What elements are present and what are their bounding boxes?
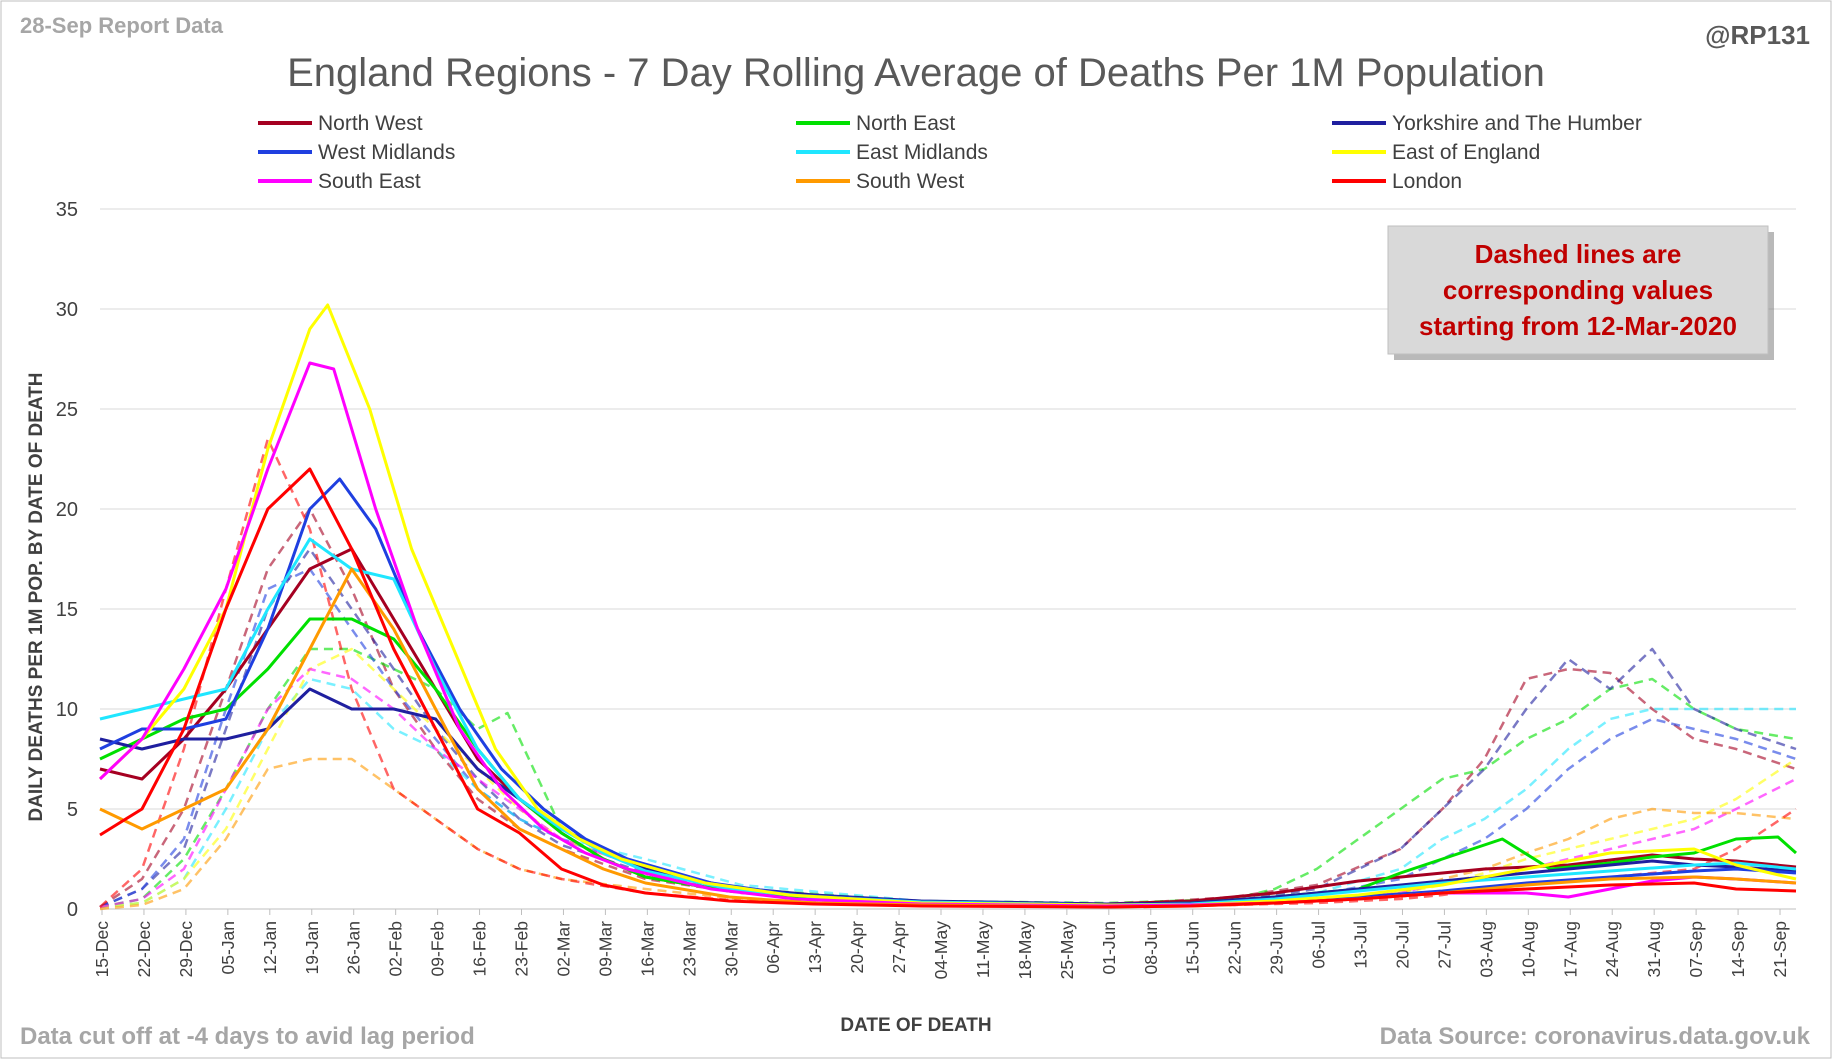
x-axis-label: DATE OF DEATH xyxy=(840,1015,991,1036)
y-tick-label: 10 xyxy=(56,699,78,721)
y-tick-label: 25 xyxy=(56,399,78,421)
x-tick-label: 12-Jan xyxy=(260,921,280,975)
x-tick-label: 27-Jul xyxy=(1434,921,1454,969)
y-axis-label: DAILY DEATHS PER 1M POP. BY DATE OF DEAT… xyxy=(26,372,47,821)
x-tick-label: 19-Jan xyxy=(302,921,322,975)
legend-label: West Midlands xyxy=(318,141,455,164)
x-tick-label: 09-Feb xyxy=(428,921,448,976)
series-line-dashed-east-midlands xyxy=(99,677,1796,909)
x-tick-label: 07-Sep xyxy=(1686,921,1706,977)
x-tick-label: 16-Feb xyxy=(470,921,490,976)
x-tick-label: 13-Apr xyxy=(805,921,825,974)
note-line-3: starting from 12-Mar-2020 xyxy=(1419,311,1737,341)
series-line-london xyxy=(99,467,1797,909)
legend-label: North West xyxy=(318,112,423,135)
x-tick-label: 09-Mar xyxy=(595,921,615,977)
y-axis-ticks: 0 5 10 15 20 25 30 35 xyxy=(56,199,78,921)
x-tick-label: 15-Jun xyxy=(1183,921,1203,975)
x-tick-label: 26-Jan xyxy=(344,921,364,975)
note-box: Dashed lines are corresponding values st… xyxy=(1387,225,1774,360)
legend-item-london: London xyxy=(1332,170,1462,193)
x-tick-label: 29-Dec xyxy=(176,921,196,978)
x-tick-label: 27-Apr xyxy=(889,921,909,974)
note-box-background xyxy=(1387,225,1769,355)
chart-title: England Regions - 7 Day Rolling Average … xyxy=(287,51,1545,95)
x-tick-label: 20-Apr xyxy=(847,921,867,974)
x-tick-label: 02-Mar xyxy=(553,921,573,977)
note-line-2: corresponding values xyxy=(1443,275,1713,305)
x-tick-label: 01-Jun xyxy=(1099,921,1119,975)
x-tick-label: 16-Mar xyxy=(637,921,657,977)
x-tick-label: 08-Jun xyxy=(1141,921,1161,975)
legend-label: South East xyxy=(318,170,421,193)
series-line-dashed-south-west xyxy=(99,757,1797,911)
legend-label: London xyxy=(1392,170,1462,193)
x-tick-label: 23-Mar xyxy=(679,921,699,977)
series-line-dashed-north-east xyxy=(99,647,1797,909)
x-tick-label: 06-Jul xyxy=(1309,921,1329,969)
solid-series-group xyxy=(98,303,1797,909)
x-tick-label: 13-Jul xyxy=(1351,921,1371,969)
legend-label: South West xyxy=(856,170,964,193)
y-tick-label: 20 xyxy=(56,499,78,521)
series-line-west-midlands xyxy=(99,477,1797,907)
footer-cutoff-note: Data cut off at -4 days to avid lag peri… xyxy=(20,1023,475,1050)
report-label: 28-Sep Report Data xyxy=(20,13,224,38)
y-tick-label: 5 xyxy=(67,799,78,821)
legend-item-west-midlands: West Midlands xyxy=(258,141,455,164)
x-axis-ticks: 15-Dec 22-Dec 29-Dec 05-Jan 12-Jan 19-Jan 26-J… xyxy=(92,909,1790,979)
x-tick-label: 02-Feb xyxy=(386,921,406,976)
x-tick-label: 05-Jan xyxy=(218,921,238,975)
legend-label: North East xyxy=(856,112,955,135)
legend-item-north-west: North West xyxy=(258,112,423,135)
x-tick-label: 11-May xyxy=(973,921,993,978)
footer-data-source: Data Source: coronavirus.data.gov.uk xyxy=(1380,1023,1811,1050)
x-tick-label: 04-May xyxy=(931,921,951,980)
y-tick-label: 0 xyxy=(67,899,78,921)
x-tick-label: 31-Aug xyxy=(1644,921,1664,977)
legend-label: East Midlands xyxy=(856,141,988,164)
y-tick-label: 15 xyxy=(56,599,78,621)
legend-item-south-east: South East xyxy=(258,170,421,193)
x-tick-label: 29-Jun xyxy=(1267,921,1287,975)
x-tick-label: 18-May xyxy=(1015,921,1035,980)
x-tick-label: 20-Jul xyxy=(1392,921,1412,969)
x-tick-label: 03-Aug xyxy=(1476,921,1496,977)
legend-label: East of England xyxy=(1392,141,1540,164)
x-tick-label: 25-May xyxy=(1057,921,1077,980)
legend-item-east-midlands: East Midlands xyxy=(796,141,988,164)
note-line-1: Dashed lines are xyxy=(1475,239,1682,269)
series-line-east-midlands xyxy=(99,537,1797,907)
series-line-south-west xyxy=(99,567,1797,909)
legend-item-east-of-england: East of England xyxy=(1332,141,1540,164)
x-tick-label: 15-Dec xyxy=(92,921,112,978)
legend: North West North East Yorkshire and The Hu… xyxy=(258,112,1642,193)
x-tick-label: 22-Dec xyxy=(134,921,154,978)
y-tick-label: 35 xyxy=(56,199,78,221)
x-tick-label: 30-Mar xyxy=(721,921,741,977)
series-line-south-east xyxy=(98,361,1797,908)
x-tick-label: 17-Aug xyxy=(1560,921,1580,977)
legend-item-yorkshire-and-the-humber: Yorkshire and The Humber xyxy=(1332,112,1642,135)
x-tick-label: 22-Jun xyxy=(1225,921,1245,975)
x-tick-label: 23-Feb xyxy=(512,921,532,976)
legend-label: Yorkshire and The Humber xyxy=(1392,112,1642,135)
x-tick-label: 21-Sep xyxy=(1770,921,1790,977)
x-tick-label: 06-Apr xyxy=(763,921,783,974)
author-handle: @RP131 xyxy=(1705,20,1810,50)
series-line-east-of-england xyxy=(98,303,1797,907)
x-tick-label: 14-Sep xyxy=(1728,921,1748,977)
y-tick-label: 30 xyxy=(56,299,78,321)
x-tick-label: 24-Aug xyxy=(1602,921,1622,977)
x-tick-label: 10-Aug xyxy=(1518,921,1538,977)
legend-item-south-west: South West xyxy=(796,170,964,193)
legend-item-north-east: North East xyxy=(796,112,955,135)
